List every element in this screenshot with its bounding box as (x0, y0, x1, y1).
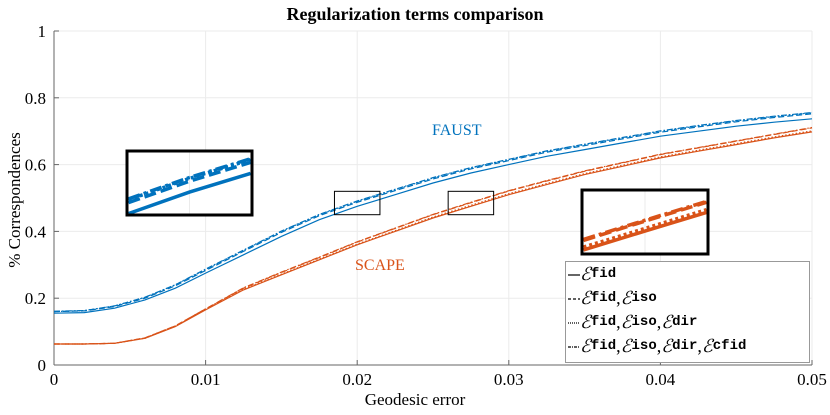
legend-term-subscript: fid (590, 290, 617, 306)
faust-solid-line (53, 118, 813, 314)
legend-energy-term: ℰ (580, 263, 591, 285)
zoom-region-box (447, 190, 495, 216)
scape-dashdot-line (54, 126, 813, 345)
legend-energy-term: ℰ (580, 335, 591, 357)
scape-annotation: SCAPE (355, 257, 405, 274)
y-tick-label: 0.2 (25, 289, 46, 308)
inset-solid-line (582, 210, 708, 252)
legend-comma: , (656, 311, 662, 332)
legend-term-subscript: iso (631, 290, 657, 306)
x-axis-label: Geodesic error (364, 390, 466, 409)
legend-line-sample (568, 274, 580, 276)
faust-dashdot-line (53, 111, 813, 312)
legend-comma: , (616, 287, 621, 308)
chart-title: Regularization terms comparison (286, 4, 544, 24)
legend-comma: , (656, 335, 662, 356)
x-tick-label: 0.04 (646, 370, 676, 389)
x-tick-label: 0.03 (494, 370, 524, 389)
legend-energy-term: ℰ (620, 287, 632, 309)
legend-term-subscript: iso (631, 314, 657, 330)
inset-dashed-line (582, 200, 708, 243)
legend-energy-term: ℰ (580, 287, 591, 309)
x-tick-label: 0.05 (797, 370, 827, 389)
inset-plot (127, 151, 252, 216)
inset-dashdot-line (127, 157, 252, 201)
zoom-region-box (333, 190, 381, 216)
faust-annotation: FAUST (432, 122, 482, 139)
legend-energy-term: ℰ (580, 311, 591, 333)
legend-energy-term: ℰ (661, 335, 673, 357)
legend-term-subscript: fid (590, 338, 617, 354)
inset-dashed-line (127, 160, 252, 205)
inset-dashdot-line (582, 199, 708, 242)
legend-term-subscript: cfid (712, 338, 747, 354)
y-tick-label: 0 (38, 356, 47, 375)
y-axis-label: % Correspondences (5, 132, 24, 268)
legend-energy-term: ℰ (620, 311, 632, 333)
x-tick-label: 0.01 (191, 370, 221, 389)
legend-term-subscript: fid (590, 266, 617, 282)
legend-comma: , (697, 335, 702, 356)
inset-frame (125, 149, 254, 217)
y-tick-label: 0.4 (25, 222, 47, 241)
legend-energy-term: ℰ (701, 335, 713, 357)
y-tick-label: 1 (38, 22, 47, 41)
legend-line-sample (568, 298, 580, 300)
y-tick-label: 0.8 (25, 89, 46, 108)
legend-term-subscript: dir (672, 338, 698, 354)
legend-term-subscript: dir (672, 314, 698, 330)
inset-plot (582, 190, 708, 254)
legend-line-sample (568, 322, 580, 324)
x-tick-label: 0.02 (342, 370, 372, 389)
legend-energy-term: ℰ (620, 335, 632, 357)
inset-solid-line (128, 171, 252, 216)
faust-dashed-line (53, 113, 813, 313)
legend-term-subscript: fid (590, 314, 617, 330)
scape-dotted-line (54, 130, 813, 345)
y-tick-label: 0.6 (25, 156, 46, 175)
x-tick-label: 0 (50, 370, 59, 389)
legend-comma: , (616, 311, 621, 332)
legend-energy-term: ℰ (661, 311, 673, 333)
inset-frame (580, 188, 710, 256)
legend-term-subscript: iso (631, 338, 657, 354)
legend-comma: , (616, 335, 621, 356)
legend-line-sample (568, 346, 580, 348)
